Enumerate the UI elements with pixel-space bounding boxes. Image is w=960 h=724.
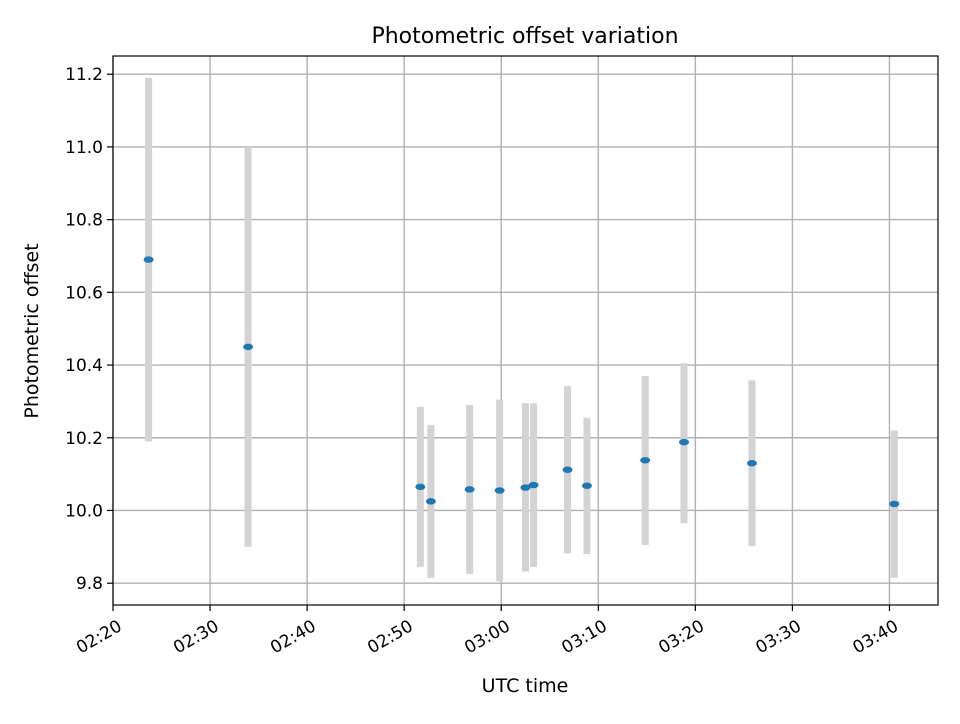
data-point — [494, 487, 505, 494]
y-axis-label: Photometric offset — [21, 243, 43, 418]
x-axis-label: UTC time — [482, 675, 569, 697]
y-tick-label: 10.8 — [65, 211, 103, 231]
chart-title: Photometric offset variation — [371, 24, 678, 49]
data-point — [520, 484, 531, 491]
y-axis-ticks: 9.8 10.0 10.2 10.4 10.6 10.8 11.0 11.2 — [65, 65, 113, 594]
data-point — [464, 486, 475, 493]
y-tick-label: 11.2 — [65, 65, 103, 85]
data-point — [640, 457, 651, 464]
y-tick-label: 10.6 — [65, 283, 103, 303]
data-point — [679, 438, 690, 446]
data-point — [581, 482, 592, 489]
y-tick-label: 10.2 — [65, 429, 103, 449]
data-point — [243, 343, 254, 351]
data-point — [143, 256, 154, 263]
data-point — [425, 498, 436, 505]
data-points — [143, 256, 900, 508]
plot-frame — [112, 55, 939, 606]
data-point — [889, 500, 900, 508]
data-point — [562, 466, 573, 473]
data-point — [528, 481, 539, 489]
y-tick-label: 9.8 — [76, 574, 103, 594]
y-tick-label: 11.0 — [65, 138, 103, 158]
y-tick-label: 10.4 — [65, 356, 103, 376]
y-tick-label: 10.0 — [65, 501, 103, 521]
data-point — [415, 483, 426, 491]
data-point — [746, 460, 757, 467]
